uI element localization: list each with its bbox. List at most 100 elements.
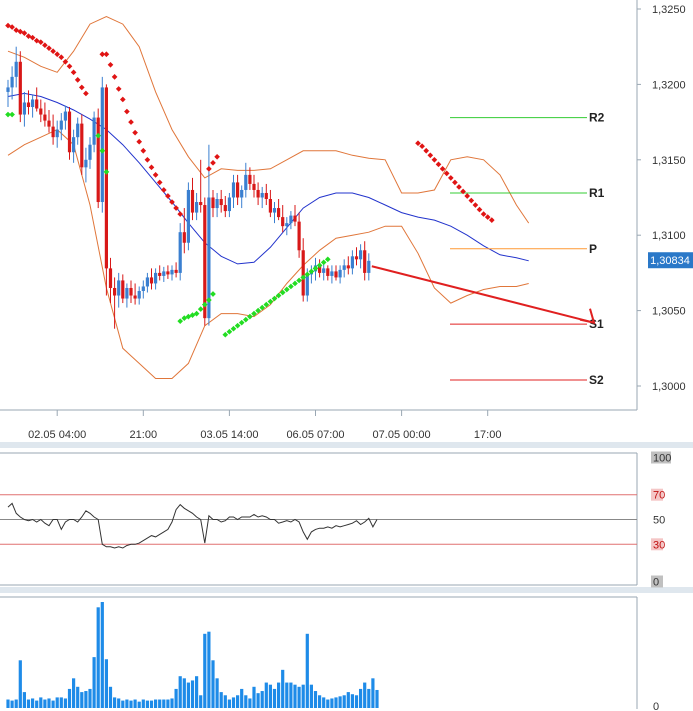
sar-dot-red (136, 138, 143, 145)
candle-body (219, 199, 223, 206)
sar-dot-green (210, 291, 216, 297)
sar-dot-red (435, 161, 442, 168)
sar-dot-red (206, 166, 212, 172)
candle-body (285, 223, 289, 227)
candle-body (100, 87, 104, 203)
candle-body (162, 271, 166, 276)
volume-bar (59, 697, 63, 708)
sar-dot-red (169, 199, 175, 205)
volume-bar (92, 657, 96, 708)
candle-body (63, 111, 67, 121)
sar-dot-red (214, 153, 220, 160)
candle-body (10, 76, 14, 88)
sar-dot-green (304, 271, 311, 278)
volume-bar (174, 688, 178, 708)
volume-bar (154, 699, 158, 708)
sar-dot-red (70, 69, 77, 76)
candle-body (174, 269, 178, 273)
sar-dot-green (251, 310, 257, 317)
volume-bar (346, 692, 350, 708)
volume-bar (158, 699, 162, 708)
volume-bar (334, 697, 338, 708)
price-y-tick-label: 1,3150 (652, 155, 686, 167)
volume-panel: 0 (6, 602, 659, 711)
volume-bar (326, 699, 330, 708)
sar-dot-green (226, 328, 233, 335)
sar-dot-red (128, 119, 134, 125)
sar-dot-green (103, 169, 110, 175)
volume-bar (264, 682, 268, 708)
sar-dot-green (247, 313, 253, 320)
volume-bar (252, 686, 256, 708)
oscillator-line (7, 502, 378, 549)
sar-dot-green (308, 268, 315, 275)
candle-body (170, 269, 174, 275)
volume-bar (227, 699, 231, 708)
sar-dot-green (197, 306, 204, 312)
sar-dot-red (119, 96, 126, 103)
volume-bar (63, 698, 67, 708)
volume-bar (363, 682, 367, 708)
osc-tick-label: 50 (653, 515, 665, 527)
candle-body (108, 268, 113, 288)
sar-dot-red (107, 61, 114, 68)
candle-body (186, 189, 190, 243)
osc-tick-bg (651, 488, 663, 501)
volume-bar (170, 698, 174, 708)
sar-dot-green (206, 297, 212, 303)
candle-body (334, 271, 338, 278)
volume-bar (178, 676, 182, 708)
candle-body (158, 272, 162, 276)
price-y-tick-label: 1,3050 (652, 306, 686, 318)
volume-bar (108, 686, 113, 708)
osc-tick-label: 70 (653, 490, 665, 502)
volume-bar (84, 691, 88, 708)
candle-body (367, 260, 371, 273)
candle-body (141, 286, 145, 291)
volume-bar (26, 699, 31, 708)
volume-bar (166, 699, 170, 708)
volume-bar (367, 688, 371, 708)
x-tick-label: 02.05 04:00 (28, 429, 86, 441)
price-y-tick-label: 1,3200 (652, 79, 686, 91)
price-y-tick-label: 1,3250 (652, 4, 686, 16)
candle-body (293, 215, 297, 222)
candle-body (281, 217, 285, 227)
volume-bar (350, 694, 354, 708)
sar-dot-red (9, 24, 15, 30)
candle-body (195, 202, 199, 213)
volume-bar (14, 699, 18, 708)
sar-dot-green (234, 322, 241, 329)
sar-dot-red (140, 147, 147, 154)
projection-arrow (371, 265, 595, 324)
sar-dot-red (115, 86, 122, 92)
volume-bar (190, 680, 195, 708)
volume-bar (125, 699, 129, 708)
sar-dot-red (74, 77, 81, 83)
volume-bar (301, 684, 305, 708)
volume-bar (207, 631, 211, 708)
volume-bar (121, 700, 125, 708)
volume-bar (236, 695, 240, 708)
sar-dot-red (447, 175, 454, 181)
x-tick-label: 03.05 14:00 (200, 429, 258, 441)
volume-bar (359, 688, 363, 708)
candle-body (305, 274, 309, 296)
sar-dot-red (460, 188, 466, 195)
candle-body (96, 117, 100, 203)
volume-bar (272, 688, 277, 708)
upper-band-line (7, 15, 530, 224)
osc-tick-bg (651, 451, 671, 464)
candle-body (154, 272, 158, 284)
sar-dot-red (210, 159, 216, 166)
sar-dot-green (95, 132, 102, 139)
sar-dot-red (464, 193, 471, 199)
volume-bar (231, 697, 236, 708)
sar-dot-green (271, 295, 278, 302)
sar-dot-red (152, 172, 159, 178)
volume-bar (354, 695, 359, 708)
candle-body (84, 159, 88, 168)
sar-dot-green (238, 319, 245, 326)
osc-tick-bg (651, 538, 663, 551)
